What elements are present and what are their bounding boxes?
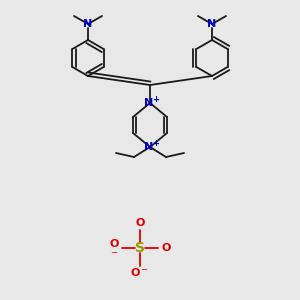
- Text: S: S: [135, 241, 145, 255]
- Text: O: O: [135, 218, 145, 228]
- Text: +: +: [152, 94, 160, 103]
- Text: N: N: [207, 19, 217, 29]
- Text: N: N: [144, 98, 154, 108]
- Text: +: +: [152, 139, 160, 148]
- Text: −: −: [140, 266, 148, 274]
- Text: O: O: [161, 243, 171, 253]
- Text: N: N: [83, 19, 93, 29]
- Text: N: N: [144, 142, 154, 152]
- Text: O: O: [130, 268, 140, 278]
- Text: O: O: [109, 239, 119, 249]
- Text: −: −: [110, 248, 118, 257]
